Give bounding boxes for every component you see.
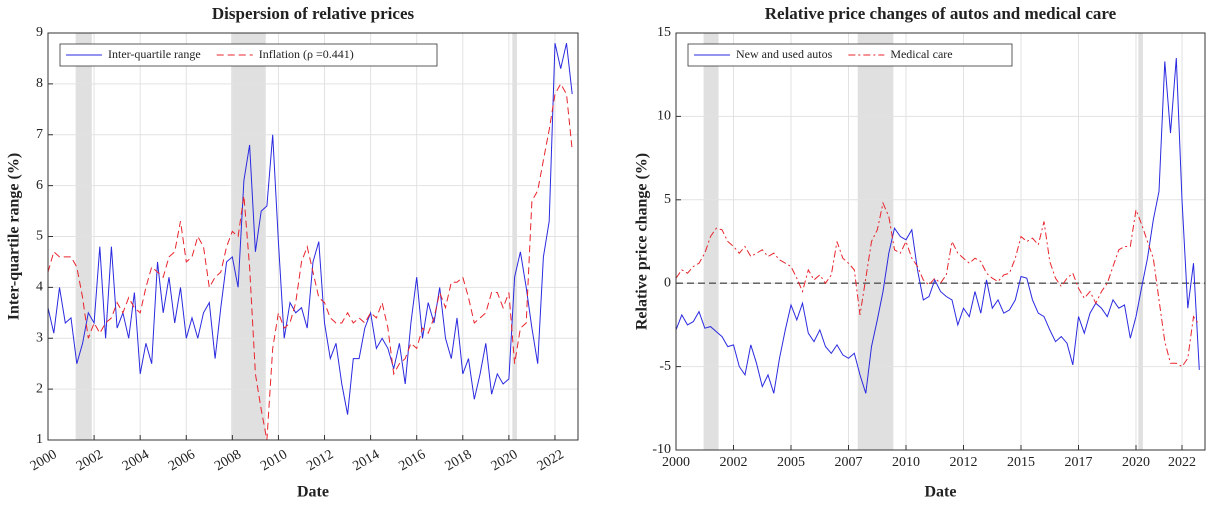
axes-box [47, 32, 579, 441]
x-tick-label: 2020 [1122, 455, 1150, 470]
y-tick-label: 8 [36, 76, 43, 91]
x-tick-label: 2010 [258, 447, 290, 474]
x-tick-label: 2004 [120, 447, 152, 474]
axes-box [675, 32, 1206, 451]
legend-label: Medical care [890, 47, 952, 61]
y-tick-label: 2 [36, 381, 43, 396]
plot-area [676, 33, 1205, 450]
x-tick-label: 2007 [835, 455, 863, 470]
x-tick-label: 2002 [74, 447, 106, 474]
y-tick-label: 3 [36, 330, 43, 345]
y-tick-label: 5 [36, 229, 43, 244]
recession-band [703, 33, 719, 450]
y-tick-label: -5 [659, 359, 671, 374]
y-axis-label: Relative price change (%) [634, 153, 651, 330]
legend-box [59, 43, 438, 67]
series-line [676, 57, 1200, 394]
y-tick-label: 4 [36, 280, 43, 295]
x-tick-label: 2010 [892, 455, 920, 470]
y-tick-label: 0 [664, 275, 671, 290]
x-tick-label: 2005 [777, 455, 805, 470]
y-tick-label: 7 [36, 127, 43, 142]
y-tick-label: -10 [652, 442, 671, 457]
y-tick-label: 1 [36, 432, 43, 447]
x-tick-label: 2020 [489, 447, 521, 474]
x-axis-label: Date [925, 484, 957, 501]
chart-title: Dispersion of relative prices [212, 4, 415, 23]
legend-label: New and used autos [736, 47, 833, 61]
y-axis-label: Inter-quartile range (%) [6, 153, 23, 320]
x-tick-label: 2014 [350, 447, 382, 474]
y-tick-label: 5 [664, 192, 671, 207]
x-tick-label: 2015 [1007, 455, 1035, 470]
y-tick-label: 15 [657, 25, 671, 40]
x-axis-label: Date [297, 484, 329, 501]
series-line [48, 82, 573, 440]
series-line [676, 201, 1200, 368]
x-tick-label: 2002 [720, 455, 748, 470]
x-tick-label: 2017 [1065, 455, 1093, 470]
x-tick-label: 2022 [535, 447, 567, 474]
series-line [48, 43, 573, 415]
y-tick-label: 9 [36, 25, 43, 40]
legend-label: Inter-quartile range [108, 47, 201, 61]
y-tick-label: 6 [36, 178, 43, 193]
x-tick-label: 2016 [397, 447, 429, 474]
recession-band [857, 33, 894, 450]
chart-title: Relative price changes of autos and medi… [765, 4, 1117, 23]
legend-label: Inflation (ρ =0.441) [259, 47, 354, 61]
recession-band [1138, 33, 1143, 450]
x-tick-label: 2018 [443, 447, 475, 474]
x-tick-label: 2022 [1168, 455, 1196, 470]
x-tick-label: 2008 [212, 447, 244, 474]
x-tick-label: 2000 [28, 447, 60, 474]
x-tick-label: 2012 [950, 455, 978, 470]
x-tick-label: 2000 [662, 455, 690, 470]
y-tick-label: 10 [657, 109, 671, 124]
x-tick-label: 2006 [166, 447, 198, 474]
x-tick-label: 2012 [304, 447, 336, 474]
